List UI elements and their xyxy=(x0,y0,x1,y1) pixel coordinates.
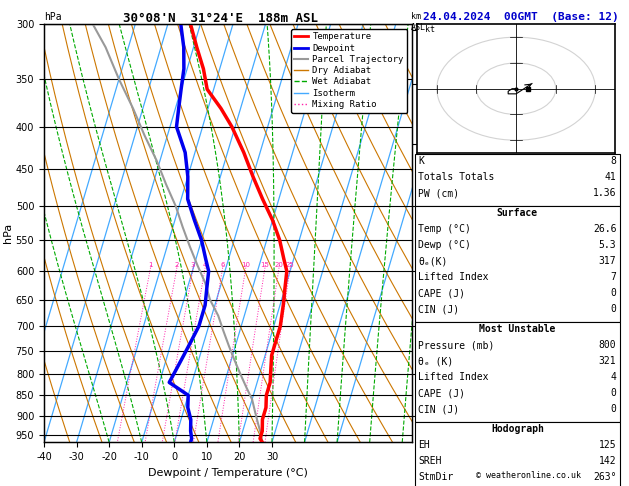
Text: km
ASL: km ASL xyxy=(411,12,426,32)
Text: 6: 6 xyxy=(220,262,225,268)
Text: Surface: Surface xyxy=(497,208,538,218)
Text: 125: 125 xyxy=(599,440,616,451)
Text: 5.3: 5.3 xyxy=(599,240,616,250)
Text: 4: 4 xyxy=(611,372,616,382)
Text: 24.04.2024  00GMT  (Base: 12): 24.04.2024 00GMT (Base: 12) xyxy=(423,12,619,22)
Text: © weatheronline.co.uk: © weatheronline.co.uk xyxy=(476,471,581,480)
Text: 20: 20 xyxy=(274,262,284,268)
Text: PW (cm): PW (cm) xyxy=(418,188,459,198)
Text: Lifted Index: Lifted Index xyxy=(418,272,489,282)
Text: 7: 7 xyxy=(611,272,616,282)
Text: 26.6: 26.6 xyxy=(593,224,616,234)
Text: 800: 800 xyxy=(599,340,616,350)
Text: CAPE (J): CAPE (J) xyxy=(418,388,465,399)
Text: 41: 41 xyxy=(604,172,616,182)
Text: 317: 317 xyxy=(599,256,616,266)
Text: EH: EH xyxy=(418,440,430,451)
Text: Most Unstable: Most Unstable xyxy=(479,324,555,334)
Text: 4: 4 xyxy=(203,262,207,268)
Text: Lifted Index: Lifted Index xyxy=(418,372,489,382)
Text: CAPE (J): CAPE (J) xyxy=(418,288,465,298)
Text: hPa: hPa xyxy=(44,12,62,22)
Text: 263°: 263° xyxy=(593,472,616,483)
Text: 2: 2 xyxy=(175,262,179,268)
Text: kt: kt xyxy=(425,25,435,34)
Text: Mixing Ratio (g/kg): Mixing Ratio (g/kg) xyxy=(474,191,482,276)
Text: 15: 15 xyxy=(260,262,269,268)
Text: 142: 142 xyxy=(599,456,616,467)
Text: 10: 10 xyxy=(241,262,250,268)
Text: 0: 0 xyxy=(611,388,616,399)
Text: 0: 0 xyxy=(611,304,616,314)
Text: Dewp (°C): Dewp (°C) xyxy=(418,240,471,250)
Text: LCL: LCL xyxy=(420,327,435,336)
Text: θₑ(K): θₑ(K) xyxy=(418,256,448,266)
Text: 0: 0 xyxy=(611,288,616,298)
Text: Totals Totals: Totals Totals xyxy=(418,172,494,182)
Y-axis label: km
ASL: km ASL xyxy=(430,224,451,243)
Text: K: K xyxy=(418,156,424,166)
Text: 0: 0 xyxy=(611,404,616,415)
Text: 25: 25 xyxy=(286,262,294,268)
Text: 3: 3 xyxy=(191,262,196,268)
Text: StmDir: StmDir xyxy=(418,472,454,483)
Text: Pressure (mb): Pressure (mb) xyxy=(418,340,494,350)
Text: 321: 321 xyxy=(599,356,616,366)
Text: 30°08'N  31°24'E  188m ASL: 30°08'N 31°24'E 188m ASL xyxy=(123,12,318,25)
Legend: Temperature, Dewpoint, Parcel Trajectory, Dry Adiabat, Wet Adiabat, Isotherm, Mi: Temperature, Dewpoint, Parcel Trajectory… xyxy=(291,29,408,113)
Text: 1.36: 1.36 xyxy=(593,188,616,198)
Text: CIN (J): CIN (J) xyxy=(418,404,459,415)
Text: Temp (°C): Temp (°C) xyxy=(418,224,471,234)
Text: CIN (J): CIN (J) xyxy=(418,304,459,314)
X-axis label: Dewpoint / Temperature (°C): Dewpoint / Temperature (°C) xyxy=(148,468,308,478)
Text: 8: 8 xyxy=(611,156,616,166)
Text: Hodograph: Hodograph xyxy=(491,424,544,434)
Text: SREH: SREH xyxy=(418,456,442,467)
Text: θₑ (K): θₑ (K) xyxy=(418,356,454,366)
Text: 1: 1 xyxy=(148,262,153,268)
Y-axis label: hPa: hPa xyxy=(3,223,13,243)
